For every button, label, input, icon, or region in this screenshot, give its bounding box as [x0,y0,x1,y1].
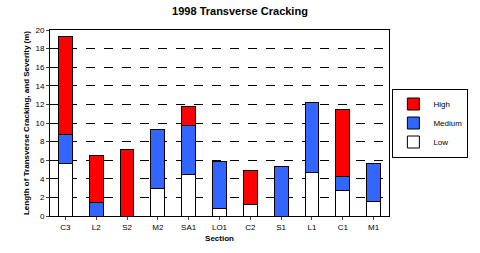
svg-text:M2: M2 [152,223,164,232]
svg-text:1998 Transverse Cracking: 1998 Transverse Cracking [172,5,308,17]
svg-text:14: 14 [35,82,44,91]
svg-text:S1: S1 [276,223,286,232]
svg-text:High: High [433,100,449,109]
svg-text:Section: Section [205,234,234,243]
svg-text:C1: C1 [338,223,349,232]
svg-text:12: 12 [35,100,44,109]
svg-text:L1: L1 [307,223,316,232]
svg-text:C3: C3 [60,223,71,232]
svg-text:Low: Low [433,138,448,147]
svg-text:C2: C2 [245,223,256,232]
svg-text:S2: S2 [122,223,132,232]
svg-text:LO1: LO1 [212,223,228,232]
svg-text:M1: M1 [368,223,380,232]
svg-text:20: 20 [35,26,44,35]
svg-text:18: 18 [35,44,44,53]
svg-text:0: 0 [40,212,45,221]
svg-text:8: 8 [40,137,45,146]
svg-text:10: 10 [35,119,44,128]
svg-text:SA1: SA1 [181,223,197,232]
svg-text:Length of Transverse Cracking,: Length of Transverse Cracking, and Sever… [22,31,31,215]
svg-text:16: 16 [35,63,44,72]
svg-text:2: 2 [40,193,45,202]
svg-text:L2: L2 [92,223,101,232]
svg-text:4: 4 [40,175,45,184]
svg-text:6: 6 [40,156,45,165]
svg-text:Medium: Medium [433,119,462,128]
